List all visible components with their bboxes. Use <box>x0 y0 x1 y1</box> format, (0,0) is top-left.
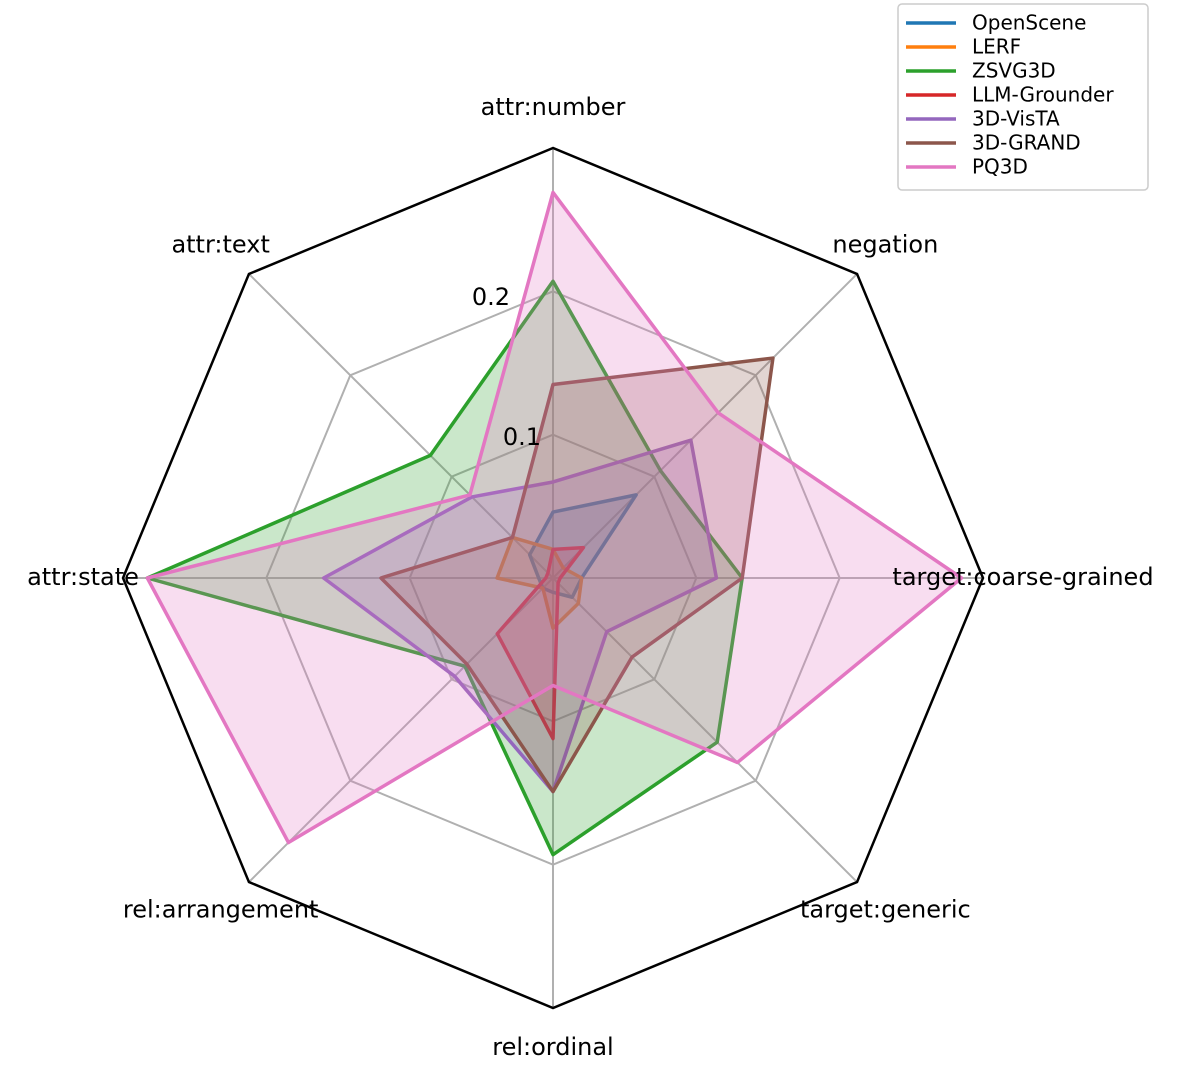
spoke <box>552 577 858 883</box>
legend-label: OpenScene <box>972 11 1086 35</box>
axis-label: negation <box>832 231 938 259</box>
y-tick-label: 0.1 <box>503 423 541 451</box>
series-line <box>527 493 638 600</box>
legend-label: 3D-VisTA <box>972 107 1060 131</box>
axis-label: attr:number <box>481 93 626 121</box>
series-area <box>323 440 717 792</box>
series-line <box>145 190 964 845</box>
legend: OpenSceneLERFZSVG3DLLM-Grounder3D-VisTA3… <box>897 3 1149 191</box>
axis-label: target:coarse-grained <box>892 563 1153 591</box>
axis-label: rel:arrangement <box>123 895 319 923</box>
series-area <box>147 281 743 855</box>
series-line <box>495 535 584 630</box>
spoke <box>248 273 554 579</box>
legend-label: 3D-GRAND <box>972 131 1081 155</box>
series-line <box>495 545 586 741</box>
series-area <box>497 547 584 739</box>
series-line <box>145 279 744 857</box>
legend-label: PQ3D <box>972 155 1028 179</box>
axis-label: attr:text <box>171 231 269 259</box>
legend-label: ZSVG3D <box>972 59 1056 83</box>
spoke <box>552 273 858 579</box>
legend-label: LERF <box>972 35 1021 59</box>
axis-label: attr:state <box>27 563 139 591</box>
series-line <box>379 356 775 794</box>
legend-box <box>897 3 1149 191</box>
y-tick-label: 0.2 <box>472 283 510 311</box>
grid-ring <box>265 290 841 866</box>
legend-label: LLM-Grounder <box>972 83 1114 107</box>
axis-label: rel:ordinal <box>492 1033 613 1061</box>
series-area <box>381 358 773 792</box>
series-area <box>147 192 962 843</box>
frame <box>121 146 985 1010</box>
axis-label: target:generic <box>800 895 971 923</box>
